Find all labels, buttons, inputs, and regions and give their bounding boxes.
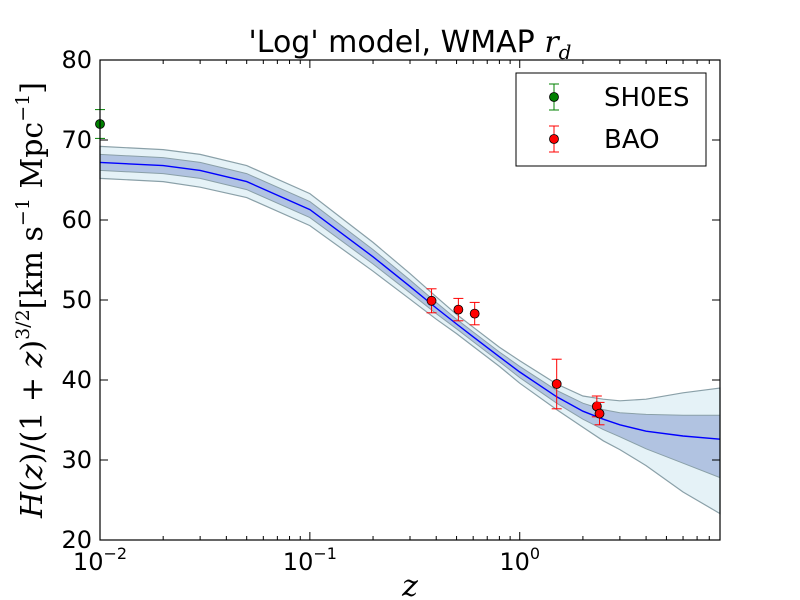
- ylabel-end: ]: [15, 82, 50, 94]
- legend-bao-marker: [549, 134, 559, 144]
- legend-box: [515, 72, 707, 167]
- ytick-label: 40: [61, 366, 92, 394]
- legend-sh0es-label: SH0ES: [604, 83, 690, 113]
- ylabel-mid: )/(1 +: [15, 367, 50, 464]
- legend: SH0ES BAO: [515, 72, 707, 167]
- datapoint-bao-0: [426, 288, 437, 314]
- marker: [469, 308, 480, 319]
- xtick-label: 10−1: [283, 544, 337, 576]
- ytick-label: 30: [61, 446, 92, 474]
- datapoint-bao-3: [551, 358, 562, 410]
- marker: [453, 304, 464, 315]
- datapoint-bao-1: [453, 297, 464, 322]
- chart-title-sub: d: [559, 40, 572, 64]
- chart-title: 'Log' model, WMAP rd: [249, 25, 572, 64]
- ytick-label: 60: [61, 206, 92, 234]
- legend-sh0es-marker: [549, 92, 559, 102]
- ylabel-exp2: −1: [12, 198, 34, 226]
- datapoint-bao-5: [594, 401, 605, 426]
- marker: [551, 379, 562, 389]
- ytick-label: 70: [61, 126, 92, 154]
- xtick-label: 100: [499, 544, 540, 576]
- band-2sigma: [99, 145, 721, 515]
- ylabel-var2: z: [15, 351, 50, 368]
- ytick-label: 50: [61, 286, 92, 314]
- ylabel-paren: (: [15, 480, 50, 492]
- ylabel-unit: [km s: [15, 226, 50, 309]
- ylabel-var: z: [15, 464, 50, 481]
- ylabel-func: H: [15, 491, 50, 519]
- axis-ticks: 20 30 40 50 60 70 80 10−2 10−1 100: [61, 46, 721, 576]
- datapoint-bao-2: [469, 301, 480, 326]
- model-line: [99, 161, 721, 440]
- ylabel-exp3: −1: [12, 94, 34, 122]
- ylabel-unit2: Mpc: [15, 122, 50, 198]
- ytick-label: 80: [61, 46, 92, 74]
- x-axis-label: z: [401, 569, 418, 600]
- y-axis-label: H(z)/(1 + z)3/2[km s−1 Mpc−1]: [12, 82, 50, 519]
- marker: [594, 408, 605, 419]
- legend-entry-bao: BAO: [549, 125, 660, 155]
- legend-entry-sh0es: SH0ES: [549, 83, 690, 113]
- chart-title-var: r: [544, 25, 560, 60]
- plot-area: [95, 109, 721, 515]
- ylabel-exp1: 3/2: [12, 309, 34, 340]
- ytick-label: 20: [61, 526, 92, 554]
- xtick-label: 10−2: [73, 544, 127, 576]
- band-1sigma: [99, 153, 721, 479]
- marker: [426, 295, 437, 306]
- legend-bao-label: BAO: [604, 125, 660, 155]
- ylabel-close: ): [15, 340, 50, 352]
- chart-title-main: 'Log' model, WMAP: [249, 25, 545, 60]
